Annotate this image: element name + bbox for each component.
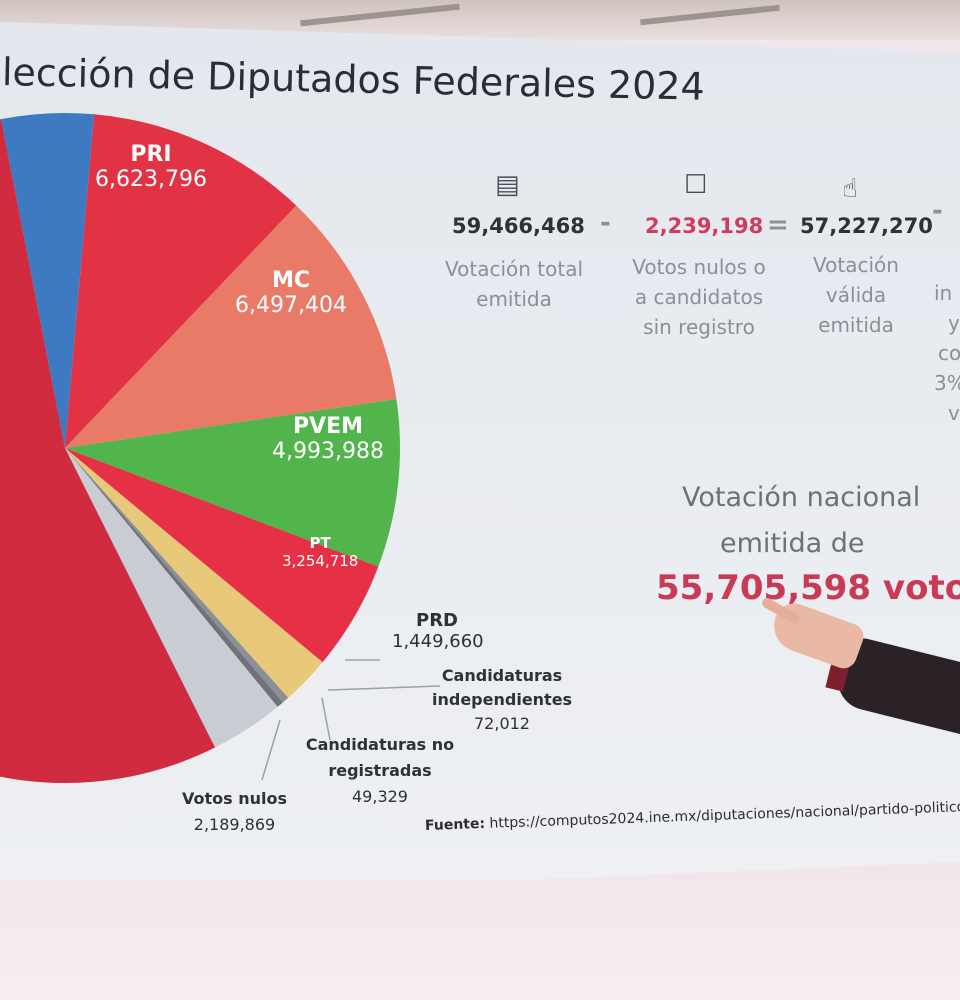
minus-sign: - [600, 208, 611, 238]
cut-off-line5: v [948, 401, 960, 425]
national-vote-line1: Votación nacional [682, 482, 921, 513]
national-vote-line2: emitida de [720, 528, 865, 559]
votos-nulos-name: Votos nulos [182, 789, 288, 808]
pt-label: PT 3,254,718 [282, 534, 358, 570]
independientes-slice [65, 448, 289, 703]
independientes-value: 72,012 [474, 714, 530, 733]
total-votes-value: 59,466,468 [452, 214, 585, 238]
cut-off-line4: 3% [934, 371, 960, 395]
valid-votes-label: Votación válida emitida [808, 250, 904, 340]
blue-slice [1, 113, 95, 448]
null-votes-label: Votos nulos o a candidatos sin registro [624, 252, 774, 342]
independientes-name: Candidaturas independientes [432, 666, 573, 709]
null-votes-value: 2,239,198 [645, 214, 764, 238]
ballot-box-icon: ▤ [495, 170, 520, 200]
void-vote-icon: ☐ [684, 170, 708, 200]
valid-votes-label-line1: Votación [813, 253, 899, 277]
null-votes-label-line3: sin registro [643, 315, 755, 339]
remaining-slice [0, 119, 216, 783]
pri-slice [65, 114, 297, 448]
pt-value: 3,254,718 [282, 552, 359, 570]
cut-off-line3: co [938, 341, 960, 365]
no-registradas-leader-line [321, 697, 331, 741]
pvem-value: 4,993,988 [272, 439, 384, 464]
nulos-slice [65, 448, 278, 748]
pri-name: PRI [130, 142, 172, 167]
cut-off-line2: y [948, 311, 960, 335]
cut-off-label: in y co 3% v [934, 278, 960, 428]
mc-value: 6,497,404 [235, 293, 347, 318]
minus-sign-2: - [932, 196, 943, 226]
independientes-leader-line [327, 685, 441, 691]
valid-votes-label-line2: válida [825, 283, 887, 307]
pt-slice [65, 448, 379, 663]
prd-name: PRD [416, 610, 458, 631]
pri-label: PRI 6,623,796 [95, 142, 207, 192]
nulos-leader-line [261, 719, 281, 781]
national-vote-total: 55,705,598 votos [656, 568, 960, 608]
null-votes-label-line2: a candidatos [634, 285, 764, 309]
prd-value: 1,449,660 [392, 631, 484, 652]
mc-label: MC 6,497,404 [235, 268, 347, 318]
pri-value: 6,623,796 [95, 167, 207, 192]
stage-background [0, 880, 960, 1000]
pvem-name: PVEM [292, 414, 364, 439]
votos-nulos-label: Votos nulos 2,189,869 [182, 786, 287, 838]
total-votes-label: Votación total emitida [436, 254, 592, 314]
pvem-label: PVEM 4,993,988 [272, 414, 384, 464]
valid-votes-label-line3: emitida [818, 313, 894, 337]
no-registradas-label: Candidaturas no registradas 49,329 [300, 732, 460, 810]
cut-off-line1: in [934, 281, 953, 305]
no-registradas-value: 49,329 [352, 787, 408, 806]
valid-votes-value: 57,227,270 [800, 214, 933, 238]
null-votes-label-line1: Votos nulos o [632, 255, 766, 279]
equals-sign: = [767, 210, 789, 240]
pt-name: PT [309, 534, 331, 552]
thumbs-up-icon: ☝ [842, 174, 858, 204]
source-label: Fuente: [424, 815, 486, 834]
no-registradas-name: Candidaturas no registradas [305, 735, 455, 780]
prd-label: PRD 1,449,660 [392, 610, 484, 652]
total-votes-label-line2: emitida [476, 287, 552, 311]
mc-name: MC [271, 268, 310, 293]
votos-nulos-value: 2,189,869 [193, 815, 276, 834]
pvem-slice [65, 399, 400, 567]
mc-slice [65, 205, 397, 448]
no-registradas-slice [65, 448, 283, 707]
prd-slice [65, 448, 323, 698]
total-votes-label-line1: Votación total [444, 257, 584, 281]
independientes-label: Candidaturas independientes 72,012 [432, 664, 572, 736]
